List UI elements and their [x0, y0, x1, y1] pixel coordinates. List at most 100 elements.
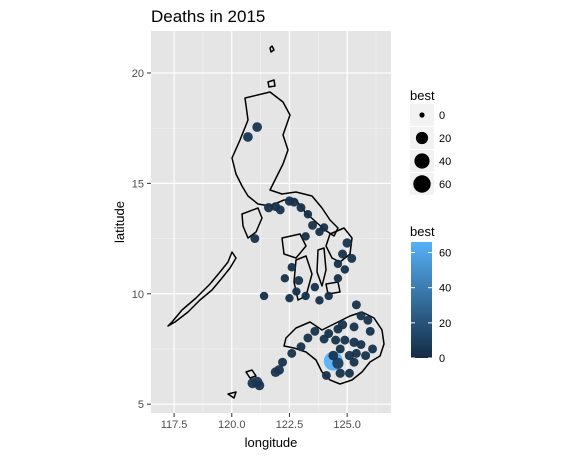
data-point: [254, 380, 265, 391]
data-point: [303, 210, 313, 219]
map-outline-mindoro: [241, 207, 263, 239]
size-legend-label: 20: [439, 133, 451, 145]
data-point: [275, 205, 285, 215]
data-point: [332, 357, 344, 369]
map-outline-palawan: [167, 251, 237, 327]
size-legend-key: [413, 175, 431, 193]
data-point: [331, 335, 341, 345]
chart-title: Deaths in 2015: [151, 7, 265, 26]
x-tick-label: 117.5: [161, 419, 188, 431]
data-point: [351, 300, 361, 310]
data-point: [270, 367, 281, 378]
data-point: [344, 350, 355, 361]
data-point: [278, 357, 288, 367]
data-point: [303, 333, 313, 343]
size-legend-label: 0: [439, 110, 445, 122]
data-point: [333, 324, 343, 334]
size-legend-key: [415, 131, 429, 145]
data-point: [344, 368, 354, 378]
y-tick-label: 15: [132, 178, 144, 190]
color-legend-label: 0: [439, 353, 445, 365]
data-point: [356, 340, 366, 350]
data-point: [280, 274, 290, 283]
data-point: [335, 344, 345, 354]
data-point: [243, 132, 253, 142]
data-point: [342, 238, 352, 248]
map-outline-babuyan-island: [267, 79, 276, 88]
y-tick-label: 10: [132, 289, 144, 301]
y-axis-title: latitude: [112, 201, 127, 243]
data-point: [285, 293, 294, 303]
x-axis: 117.5 120.0 122.5 125.0: [161, 413, 361, 431]
y-tick-label: 20: [132, 68, 144, 80]
size-legend-key: [414, 153, 430, 169]
data-point: [333, 259, 343, 269]
data-point: [324, 291, 333, 301]
size-legend-label: 40: [439, 156, 451, 168]
data-point: [250, 234, 260, 244]
data-point: [340, 335, 350, 345]
data-point: [349, 322, 359, 332]
size-legend-title: best: [410, 88, 435, 103]
map-outline-cebu: [316, 247, 327, 287]
data-point: [347, 253, 357, 263]
data-point: [315, 296, 324, 305]
data-point: [252, 122, 263, 132]
map-outline-bohol: [325, 281, 341, 295]
data-point: [351, 348, 361, 358]
map-outline-mindanao: [283, 311, 385, 385]
data-point: [321, 370, 331, 380]
color-legend-label: 60: [439, 248, 451, 260]
data-point: [361, 351, 371, 361]
data-point: [287, 263, 296, 272]
grid-lines: [151, 31, 391, 413]
x-tick-label: 122.5: [276, 419, 304, 431]
data-point: [310, 326, 320, 336]
data-point: [349, 337, 359, 348]
data-point: [335, 368, 345, 378]
data-point: [356, 311, 366, 321]
map-outline-batanes-island: [269, 45, 275, 53]
data-point: [294, 276, 304, 285]
data-point: [319, 334, 329, 344]
data-point: [264, 202, 274, 213]
data-point: [289, 197, 299, 207]
y-tick-label: 5: [138, 399, 144, 411]
plot-panel: [151, 31, 391, 413]
data-point: [301, 232, 310, 241]
map-outline-samar-leyte: [325, 227, 353, 263]
data-point: [301, 291, 310, 301]
size-legend: best 0 20 40 60: [410, 88, 451, 195]
data-point: [349, 357, 359, 367]
panel-background: [151, 31, 391, 413]
data-point: [292, 287, 301, 296]
color-legend-bar: [411, 242, 432, 358]
data-point: [259, 291, 269, 301]
data-point: [333, 274, 343, 283]
color-legend-label: 20: [439, 318, 451, 330]
data-point: [365, 326, 375, 336]
data-point: [328, 350, 339, 361]
size-legend-key: [419, 112, 425, 118]
map-outline-tawi-tawi: [227, 391, 237, 399]
x-axis-title: longitude: [245, 435, 298, 450]
map-outline-sulu: [245, 369, 257, 379]
x-tick-label: 125.0: [333, 419, 361, 431]
size-legend-label: 60: [439, 179, 451, 191]
data-point: [338, 249, 348, 259]
data-point: [319, 223, 329, 232]
data-point: [296, 342, 306, 352]
y-axis: 5 10 15 20: [132, 68, 151, 411]
color-legend-label: 40: [439, 283, 451, 295]
color-legend-title: best: [410, 224, 435, 239]
x-tick-label: 120.0: [218, 419, 246, 431]
data-points: [243, 122, 378, 391]
map-outline: [167, 45, 385, 399]
data-point: [310, 282, 320, 292]
data-point: [296, 203, 306, 213]
map-outline-panay: [281, 233, 307, 259]
color-legend: best 0 20 40 60: [410, 224, 451, 365]
data-point: [308, 220, 318, 230]
data-point: [363, 315, 373, 325]
